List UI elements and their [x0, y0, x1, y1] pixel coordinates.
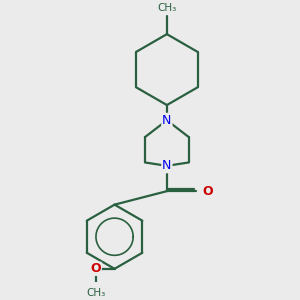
Text: CH₃: CH₃ [86, 288, 106, 298]
Text: N: N [162, 114, 172, 127]
Text: N: N [162, 159, 172, 172]
Text: CH₃: CH₃ [157, 3, 176, 13]
Text: O: O [91, 262, 101, 275]
Text: O: O [202, 185, 213, 198]
